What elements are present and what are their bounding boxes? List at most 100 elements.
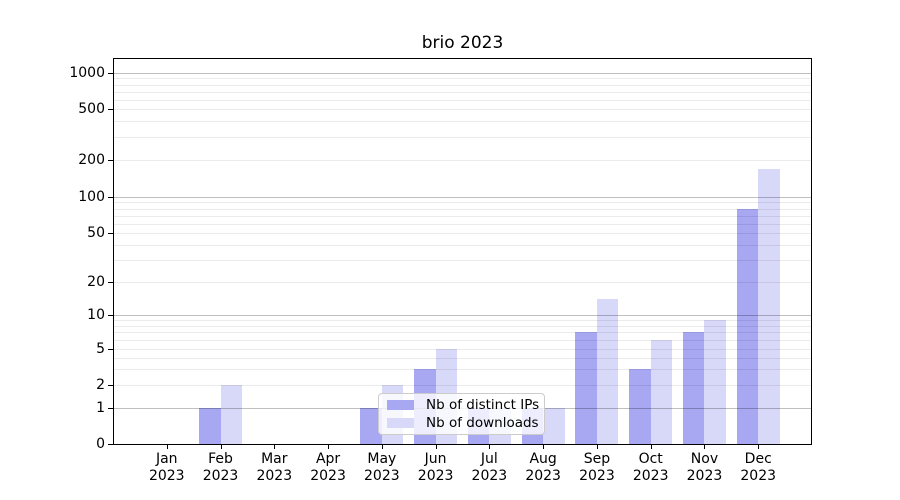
x-tick-month: May bbox=[367, 451, 397, 467]
gridline-minor bbox=[114, 215, 811, 217]
x-tick-mark bbox=[435, 445, 437, 449]
x-tick-year: 2023 bbox=[310, 468, 346, 484]
x-tick-year: 2023 bbox=[632, 468, 669, 484]
x-tick-year: 2023 bbox=[417, 468, 454, 484]
bar-distinct-ips bbox=[575, 332, 597, 444]
x-tick-year: 2023 bbox=[256, 468, 293, 484]
x-tick-month: Jan bbox=[155, 451, 178, 467]
y-tick-label: 50 bbox=[87, 225, 105, 241]
y-tick-label: 2 bbox=[96, 377, 105, 393]
y-tick-mark bbox=[108, 444, 113, 445]
x-tick-label: Mar 2023 bbox=[229, 451, 319, 485]
y-tick-mark bbox=[108, 385, 113, 386]
gridline-minor bbox=[114, 137, 811, 139]
gridline-minor bbox=[114, 260, 811, 262]
gridline-minor bbox=[114, 208, 811, 210]
gridline-minor bbox=[114, 99, 811, 101]
legend-swatch-downloads bbox=[387, 418, 414, 428]
x-tick-label: Nov 2023 bbox=[659, 451, 749, 485]
x-tick-mark bbox=[543, 445, 545, 449]
x-tick-month: Oct bbox=[638, 451, 663, 467]
legend: Nb of distinct IPs Nb of downloads bbox=[378, 393, 545, 435]
x-tick-year: 2023 bbox=[202, 468, 239, 484]
x-tick-year: 2023 bbox=[740, 468, 777, 484]
x-tick-year: 2023 bbox=[471, 468, 508, 484]
y-tick-mark bbox=[108, 160, 113, 161]
bar-distinct-ips bbox=[629, 369, 651, 444]
x-tick-label: Jan 2023 bbox=[122, 451, 212, 485]
y-tick-label: 20 bbox=[87, 274, 105, 290]
gridline-minor bbox=[114, 282, 811, 283]
x-tick-month: Jun bbox=[424, 451, 447, 467]
y-tick-mark bbox=[108, 282, 113, 283]
chart-title: brio 2023 bbox=[421, 33, 504, 53]
x-tick-year: 2023 bbox=[525, 468, 561, 484]
y-tick-mark bbox=[108, 73, 113, 74]
x-tick-year: 2023 bbox=[364, 468, 400, 484]
x-tick-mark bbox=[220, 445, 222, 449]
x-tick-month: Dec bbox=[744, 451, 772, 467]
x-tick-mark bbox=[381, 445, 383, 449]
x-tick-mark bbox=[704, 445, 706, 449]
y-tick-label: 500 bbox=[78, 101, 105, 117]
x-tick-label: Oct 2023 bbox=[606, 451, 696, 485]
x-tick-label: Dec 2023 bbox=[713, 451, 803, 485]
bar-distinct-ips bbox=[736, 208, 759, 444]
gridline-minor bbox=[114, 223, 811, 225]
bar-downloads bbox=[220, 385, 243, 444]
gridline-minor bbox=[114, 109, 811, 110]
x-tick-mark bbox=[758, 445, 760, 449]
x-tick-month: Sep bbox=[583, 451, 611, 467]
y-tick-mark bbox=[108, 408, 113, 409]
x-tick-month: Aug bbox=[529, 451, 557, 467]
x-tick-label: Jul 2023 bbox=[444, 451, 534, 485]
bar-distinct-ips bbox=[199, 408, 221, 444]
x-tick-mark bbox=[166, 445, 168, 449]
legend-label: Nb of distinct IPs bbox=[426, 397, 540, 413]
legend-item: Nb of distinct IPs bbox=[387, 397, 540, 413]
y-tick-mark bbox=[108, 197, 113, 198]
y-tick-mark bbox=[108, 315, 113, 316]
x-tick-label: Feb 2023 bbox=[176, 451, 266, 485]
y-tick-mark bbox=[108, 109, 113, 110]
y-tick-label: 200 bbox=[78, 152, 105, 168]
x-tick-year: 2023 bbox=[148, 468, 185, 484]
gridline-minor bbox=[114, 91, 811, 93]
y-tick-label: 100 bbox=[78, 189, 105, 205]
gridline-minor bbox=[114, 244, 811, 246]
x-tick-mark bbox=[328, 445, 330, 449]
x-tick-mark bbox=[489, 445, 491, 449]
x-tick-mark bbox=[274, 445, 276, 449]
gridline-minor bbox=[114, 233, 811, 234]
bar-distinct-ips bbox=[360, 408, 382, 444]
bar-downloads bbox=[758, 168, 780, 444]
gridline-major bbox=[114, 197, 811, 198]
y-tick-label: 10 bbox=[87, 307, 105, 323]
gridline-major bbox=[114, 315, 811, 316]
x-tick-month: Jul bbox=[480, 451, 498, 467]
x-tick-year: 2023 bbox=[686, 468, 723, 484]
x-tick-label: May 2023 bbox=[337, 451, 427, 485]
x-tick-mark bbox=[650, 445, 652, 449]
x-tick-label: Apr 2023 bbox=[283, 451, 373, 485]
bar-downloads bbox=[704, 320, 726, 444]
x-tick-year: 2023 bbox=[579, 468, 615, 484]
gridline-major bbox=[114, 73, 811, 74]
x-tick-mark bbox=[596, 445, 598, 449]
x-tick-month: Nov bbox=[690, 451, 719, 467]
gridline-minor bbox=[114, 160, 811, 161]
y-tick-label: 1000 bbox=[69, 65, 105, 81]
x-tick-label: Aug 2023 bbox=[498, 451, 588, 485]
x-tick-month: Mar bbox=[261, 451, 288, 467]
legend-label: Nb of downloads bbox=[426, 415, 539, 431]
x-tick-month: Apr bbox=[315, 451, 341, 467]
bar-downloads bbox=[650, 340, 673, 444]
gridline-minor bbox=[114, 78, 811, 80]
legend-item: Nb of downloads bbox=[387, 415, 539, 431]
gridline-minor bbox=[114, 121, 811, 123]
x-tick-label: Sep 2023 bbox=[552, 451, 642, 485]
plot-area bbox=[113, 58, 812, 445]
x-tick-month: Feb bbox=[208, 451, 233, 467]
bar-distinct-ips bbox=[682, 332, 705, 444]
